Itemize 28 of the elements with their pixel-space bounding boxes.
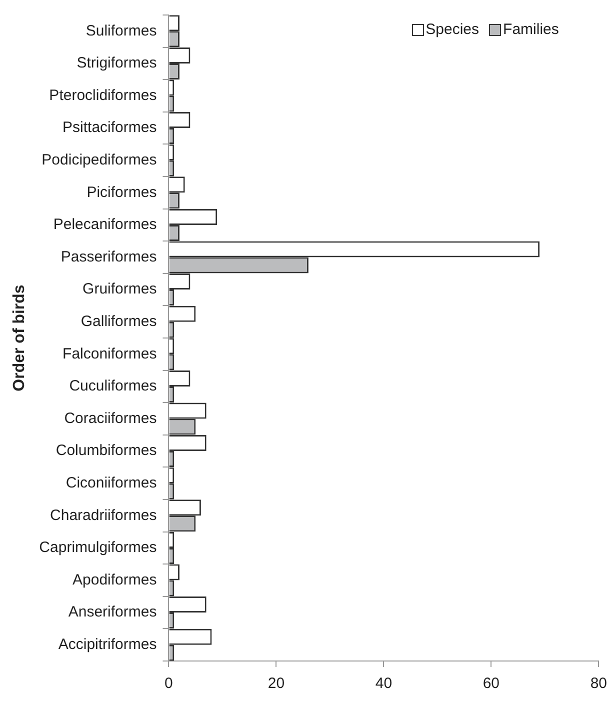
x-tick-label: 80: [590, 675, 607, 692]
x-tick-label: 0: [164, 675, 173, 692]
y-tick-label: Ciconiiformes: [66, 474, 157, 492]
y-tick-label: Passeriformes: [60, 248, 157, 266]
y-tick-label: Galliformes: [80, 312, 157, 330]
y-tick-label: Columbiformes: [56, 442, 157, 460]
y-tick-label: Piciformes: [86, 184, 157, 201]
x-tick-label: 60: [482, 675, 500, 692]
y-tick-label: Caprimulgiformes: [39, 539, 157, 556]
y-tick-label: Psittaciformes: [62, 119, 157, 136]
y-tick-label: Pelecaniformes: [53, 216, 157, 234]
y-tick-label: Pteroclidiformes: [49, 86, 157, 104]
y-tick-label: Cuculiformes: [69, 378, 157, 395]
y-tick-label: Podicipediformes: [42, 151, 157, 168]
y-tick-label: Accipitriformes: [58, 636, 157, 653]
y-tick-label: Falconiformes: [62, 345, 157, 362]
y-axis-title: Order of birds: [11, 284, 28, 392]
y-tick-label: Apodiformes: [72, 571, 157, 588]
x-tick-label: 40: [375, 675, 392, 692]
y-tick-label: Strigiformes: [76, 54, 157, 72]
y-tick-label: Gruiformes: [82, 280, 157, 298]
y-tick-label: Suliformes: [86, 22, 157, 40]
legend-label: Families: [503, 21, 559, 38]
y-tick-label: Charadriiformes: [50, 506, 157, 524]
text: Species: [426, 21, 480, 38]
y-tick-label: Anseriformes: [68, 604, 157, 621]
y-tick-label: Coraciiformes: [64, 410, 157, 427]
x-tick-label: 20: [268, 675, 285, 692]
